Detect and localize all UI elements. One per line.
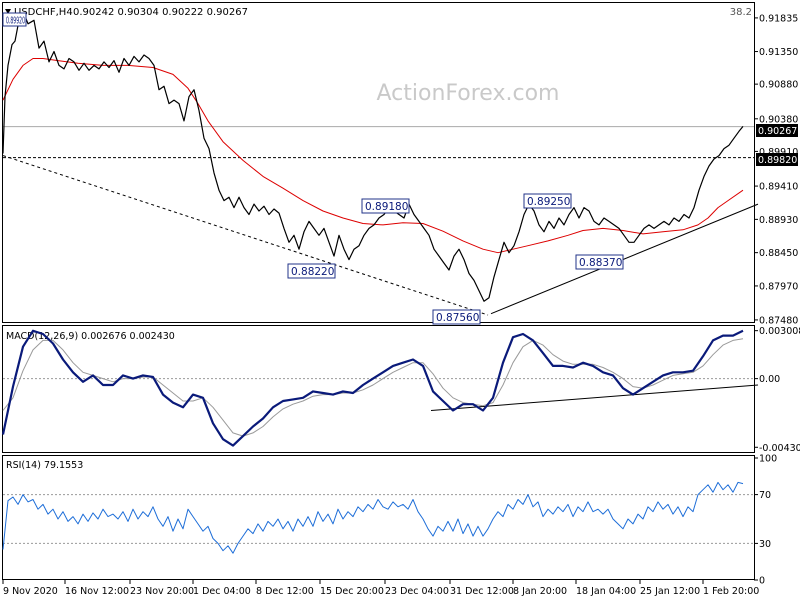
annotation-high-89250-text: 0.89250 bbox=[527, 196, 570, 208]
rsi-series bbox=[2, 481, 744, 554]
macd-trendlines bbox=[430, 384, 759, 412]
price-y-tick-label: 0.87480 bbox=[759, 315, 798, 326]
price-trendlines bbox=[2, 155, 759, 316]
top-right-value: 38.2 bbox=[730, 7, 752, 18]
rsi-y-tick-label: 30 bbox=[759, 539, 771, 550]
rsi-series-line bbox=[2, 481, 744, 554]
level-price-tag: 0.89820 bbox=[756, 153, 798, 166]
current-price-tag: 0.90267 bbox=[756, 124, 798, 137]
price-y-tick-label: 0.91835 bbox=[759, 13, 798, 24]
annotation-low-88370: 0.88370 bbox=[575, 254, 624, 270]
x-tick-label: 9 Nov 2020 bbox=[3, 586, 58, 597]
annotation-high-89180-text: 0.89180 bbox=[365, 201, 408, 213]
ma-series-line bbox=[2, 58, 744, 254]
price-y-tick-label: 0.89910 bbox=[759, 147, 798, 158]
x-axis: 9 Nov 2020 16 Nov 12:00 23 Nov 20:001 Dec … bbox=[2, 580, 759, 597]
annotation-low-88220-text: 0.88220 bbox=[291, 266, 334, 278]
x-tick-label: 18 Jan 04:00 bbox=[576, 586, 636, 597]
x-tick-label: 16 Nov 12:00 bbox=[65, 586, 129, 597]
price-y-tick-label: 0.88930 bbox=[759, 215, 798, 226]
signal-series-line bbox=[2, 338, 744, 437]
price-y-tick-label: 0.87970 bbox=[759, 281, 798, 292]
macd-series-line bbox=[1, 329, 744, 447]
macd-y-tick-label: 0.003008 bbox=[759, 326, 800, 337]
annotation-low-87560: 0.87560 bbox=[432, 309, 481, 325]
quote-values: 0.90242 0.90304 0.90222 0.90267 bbox=[73, 7, 248, 18]
x-tick-label: 8 Jan 20:00 bbox=[513, 586, 567, 597]
x-tick-label: 31 Dec 12:00 bbox=[450, 586, 514, 597]
price-y-tick-label: 0.90880 bbox=[759, 80, 798, 91]
rsi-y-axis: 100 70 30 0 bbox=[754, 454, 777, 587]
price-series-line bbox=[2, 12, 744, 302]
x-tick-label: 23 Nov 20:00 bbox=[130, 586, 194, 597]
price-y-tick-label: 0.90380 bbox=[759, 114, 798, 125]
level-price-tag-text: 0.89820 bbox=[758, 155, 797, 166]
price-y-axis: 0.91835 0.91350 0.90880 0.90380 0.89910 0.894… bbox=[754, 13, 798, 326]
rsi-title: RSI(14) 79.1553 bbox=[6, 460, 83, 471]
dropdown-triangle-icon[interactable] bbox=[5, 9, 11, 14]
price-y-tick-label: 0.91350 bbox=[759, 47, 798, 58]
macd-y-axis: 0.003008 0.00 -0.004304 bbox=[754, 326, 800, 454]
x-tick-label: 25 Jan 12:00 bbox=[640, 586, 700, 597]
rsi-y-tick-label: 70 bbox=[759, 490, 771, 501]
x-tick-label: 1 Feb 20:00 bbox=[703, 586, 759, 597]
price-trendline-1 bbox=[2, 155, 489, 316]
price-trendline-2 bbox=[490, 203, 759, 315]
annotation-high-left: 0.89920 bbox=[2, 12, 27, 27]
rsi-panel-frame bbox=[2, 455, 755, 580]
price-y-tick-label: 0.89410 bbox=[759, 182, 798, 193]
macd-y-tick-label: 0.00 bbox=[759, 374, 780, 385]
macd-y-tick-label: -0.004304 bbox=[759, 443, 800, 454]
x-tick-label: 8 Dec 12:00 bbox=[256, 586, 314, 597]
price-y-tick-label: 0.88450 bbox=[759, 248, 798, 259]
x-tick-label: 15 Dec 20:00 bbox=[320, 586, 384, 597]
price-panel-frame bbox=[2, 2, 755, 323]
annotation-low-88220: 0.88220 bbox=[287, 263, 336, 279]
annotation-high-89250: 0.89250 bbox=[523, 193, 572, 209]
annotation-low-87560-text: 0.87560 bbox=[436, 312, 479, 324]
symbol-label: USDCHF,H4 bbox=[14, 7, 73, 18]
annotation-low-88370-text: 0.88370 bbox=[579, 257, 622, 269]
x-tick-label: 1 Dec 04:00 bbox=[193, 586, 251, 597]
macd-trendline-1 bbox=[430, 384, 759, 412]
macd-title: MACD(12,26,9) 0.002676 0.002430 bbox=[6, 331, 175, 342]
rsi-y-tick-label: 0 bbox=[759, 576, 765, 587]
rsi-reference-levels bbox=[3, 494, 754, 544]
annotation-high-left-text: 0.89920 bbox=[6, 16, 25, 27]
annotation-high-89180: 0.89180 bbox=[361, 198, 410, 214]
chart-header: USDCHF,H4 0.90242 0.90304 0.90222 0.9026… bbox=[5, 7, 752, 18]
watermark-text: ActionForex.com bbox=[377, 81, 560, 106]
macd-panel-frame bbox=[2, 325, 755, 453]
price-series bbox=[2, 12, 744, 302]
current-price-tag-text: 0.90267 bbox=[758, 126, 797, 137]
rsi-y-tick-label: 100 bbox=[759, 454, 777, 465]
x-tick-label: 23 Dec 04:00 bbox=[385, 586, 449, 597]
macd-series bbox=[1, 329, 744, 447]
